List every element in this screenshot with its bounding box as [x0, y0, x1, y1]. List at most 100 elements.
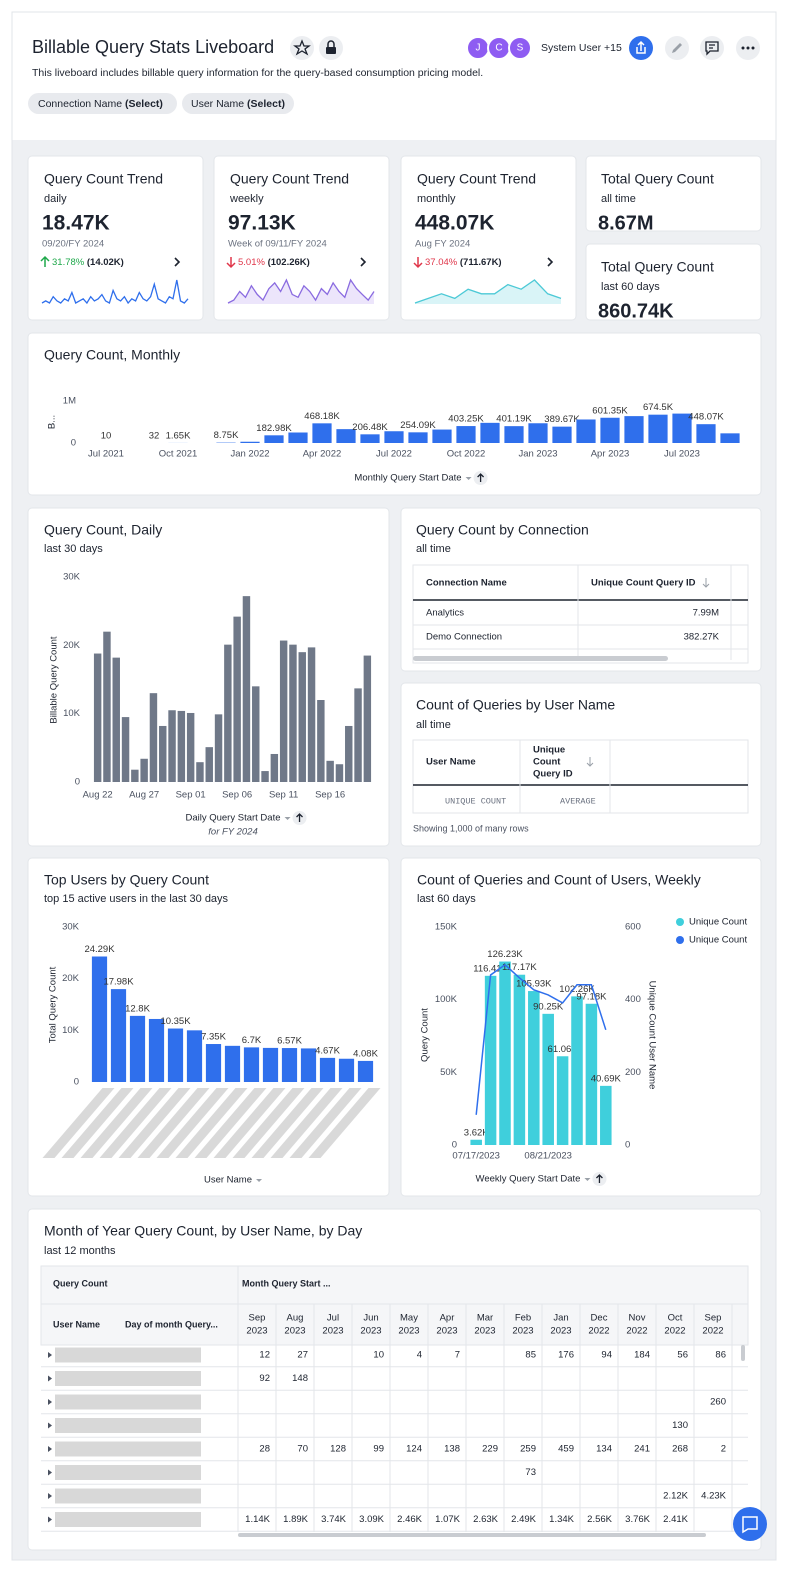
bar [528, 423, 548, 443]
change-percent: 31.78% [52, 257, 85, 268]
bar [264, 435, 284, 443]
filter-chip[interactable]: Connection Name (Select) [28, 93, 177, 114]
x-axis-title: Weekly Query Start Date [476, 1174, 581, 1185]
legend-label: Unique Count [689, 935, 747, 946]
bar [317, 700, 325, 782]
column-month: Feb [515, 1313, 531, 1324]
filter-name: Connection Name [38, 98, 122, 110]
y-tick-label: 150K [435, 922, 458, 933]
bar [279, 640, 288, 782]
y-tick-label: 1M [63, 396, 76, 407]
data-label: 182.98K [256, 423, 292, 434]
pivot-cell: 1.07K [435, 1514, 460, 1525]
pivot-cell: 229 [482, 1444, 498, 1455]
expand-toggle [48, 1422, 52, 1429]
pivot-cell: 268 [672, 1444, 688, 1455]
x-tick-label: Aug 22 [83, 790, 113, 801]
table-cell: Demo Connection [426, 632, 502, 643]
x-tick-label: Sep 16 [315, 790, 345, 801]
sort-indicator [586, 757, 594, 767]
column-month: Apr [440, 1313, 455, 1324]
sparkline-area [415, 280, 561, 304]
pivot-cell: 2.12K [663, 1491, 688, 1502]
y2-axis-title: Unique Count User Name [646, 981, 657, 1090]
redacted-label [80, 1088, 153, 1158]
bar [252, 686, 260, 782]
data-label: 254.09K [400, 420, 436, 431]
redacted-label [99, 1088, 172, 1158]
kpi-title: Query Count Trend [230, 171, 349, 187]
pivot-cell: 12 [259, 1350, 270, 1361]
x-tick-label: Jan 2023 [518, 449, 557, 460]
x-tick-label: Sep 06 [222, 790, 252, 801]
bar [552, 426, 572, 443]
table-cell: Analytics [426, 608, 464, 619]
redacted-label [61, 1088, 134, 1158]
bar [696, 424, 716, 443]
bar [571, 996, 583, 1145]
kpi-value: 18.47K [42, 212, 110, 235]
x-tick-label: Jan 2022 [230, 449, 269, 460]
bar [167, 1028, 184, 1082]
kpi-value: 448.07K [415, 212, 494, 235]
y2-tick-label: 200 [625, 1067, 641, 1078]
scrollbar [413, 656, 668, 661]
kpi-date: Aug FY 2024 [415, 239, 470, 250]
chat-button[interactable] [733, 1507, 767, 1541]
column-header: Count [533, 757, 561, 768]
bar [131, 769, 139, 782]
y-axis-title: B... [47, 415, 58, 429]
change-value: (102.26K) [268, 257, 310, 268]
pivot-cell: 56 [677, 1350, 688, 1361]
bar [345, 725, 353, 782]
data-label: 90.25K [533, 1001, 564, 1012]
redacted-name [55, 1512, 201, 1527]
data-label: 674.5K [643, 402, 674, 413]
bar [103, 631, 111, 782]
kpi-chevron [547, 257, 554, 267]
column-month: Oct [668, 1313, 683, 1324]
avatars[interactable]: J C S [466, 36, 532, 60]
bar [480, 422, 500, 443]
bar [504, 426, 524, 443]
expand-toggle [48, 1516, 52, 1523]
card [213, 155, 390, 321]
comment-button[interactable] [700, 36, 724, 60]
x-tick-label: Apr 2022 [303, 449, 342, 460]
sort-caret [284, 817, 291, 820]
table-subtitle: last 12 months [44, 1245, 116, 1257]
lock-button[interactable] [319, 36, 343, 60]
pivot-cell: 2.56K [587, 1514, 612, 1525]
column-header: Unique [533, 745, 565, 756]
redacted-name [55, 1347, 201, 1363]
data-label: 61.06K [548, 1044, 579, 1055]
data-label: 401.19K [496, 414, 532, 425]
share-button[interactable] [629, 36, 653, 60]
bar [288, 432, 308, 443]
x-tick-label: Oct 2022 [447, 449, 486, 460]
bar [186, 712, 195, 782]
filter-chip[interactable]: User Name (Select) [182, 93, 294, 114]
scrollbar [741, 1345, 745, 1361]
column-month: Dec [591, 1313, 608, 1324]
edit-button[interactable] [665, 36, 689, 60]
data-label: 389.67K [544, 414, 580, 425]
sort-caret [465, 477, 472, 480]
bar [319, 1057, 336, 1082]
data-label: 32 [149, 431, 160, 442]
redacted-label [118, 1088, 191, 1158]
kpi-title: Query Count Trend [44, 171, 163, 187]
favorite-button[interactable] [290, 36, 314, 60]
column-year: 2023 [474, 1326, 495, 1337]
redacted-name [55, 1488, 201, 1504]
x-tick-label: Sep 11 [269, 790, 298, 801]
bar [648, 414, 668, 443]
kpi-period: weekly [229, 193, 264, 205]
change-percent: 5.01% [238, 257, 265, 268]
more-button[interactable] [736, 36, 760, 60]
pivot-cell: 28 [259, 1444, 270, 1455]
bar [363, 655, 372, 782]
filter-name: User Name [191, 98, 244, 110]
bar [384, 431, 404, 443]
bar [205, 1044, 222, 1082]
